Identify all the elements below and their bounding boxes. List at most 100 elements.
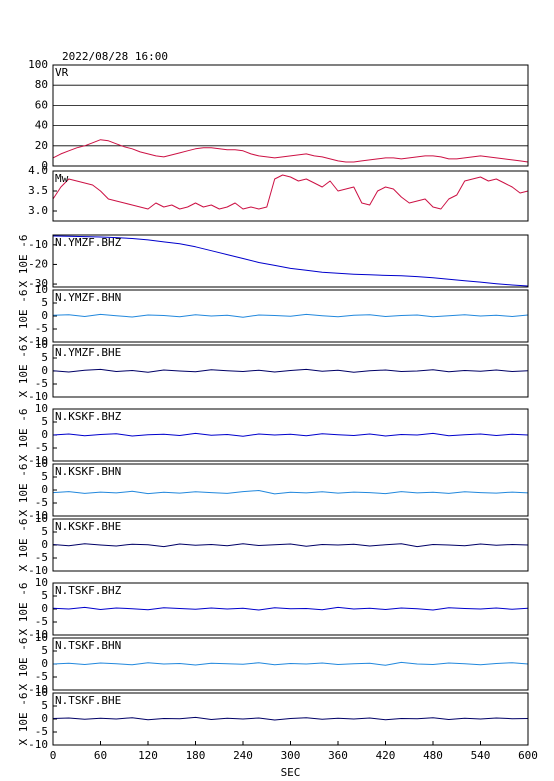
y-tick-label: 0 <box>41 602 48 615</box>
y-axis-label: X 10E -6 <box>17 409 30 462</box>
y-tick-label: 5 <box>41 589 48 602</box>
y-tick-label: 5 <box>41 525 48 538</box>
y-axis-label: X 10E -6 <box>17 583 30 636</box>
x-tick-label: 420 <box>376 749 396 762</box>
y-tick-label: -20 <box>28 257 48 270</box>
trace-line <box>52 606 529 611</box>
y-tick-label: -10 <box>28 628 48 641</box>
panel-frame <box>52 518 529 572</box>
y-tick-label: 5 <box>41 415 48 428</box>
panel-frame <box>52 170 529 222</box>
y-tick-label: 10 <box>35 686 48 699</box>
y-tick-label: -10 <box>28 390 48 403</box>
y-axis-label: X 10E -6 <box>17 519 30 572</box>
panel-frame <box>52 344 529 398</box>
y-axis-label: X 10E -6 <box>17 235 30 288</box>
y-tick-label: 10 <box>35 338 48 351</box>
y-tick-label: 0 <box>41 657 48 670</box>
panel-label: N.TSKF.BHN <box>55 639 121 652</box>
y-tick-label: 5 <box>41 470 48 483</box>
panel-frame <box>52 234 529 288</box>
y-tick-label: 5 <box>41 296 48 309</box>
trace-line <box>52 543 529 548</box>
y-tick-label: 3.0 <box>28 204 48 217</box>
y-tick-label: 5 <box>41 351 48 364</box>
x-tick-label: 600 <box>518 749 538 762</box>
panel-label: N.TSKF.BHZ <box>55 584 122 597</box>
trace-line <box>52 313 529 318</box>
panel-frame <box>52 289 529 343</box>
panel-label: N.YMZF.BHZ <box>55 236 122 249</box>
y-tick-label: 0 <box>41 428 48 441</box>
x-tick-label: 540 <box>471 749 491 762</box>
y-tick-label: 4.0 <box>28 164 48 177</box>
y-axis-label: X 10E -6 <box>17 345 30 398</box>
y-tick-label: -10 <box>28 238 48 251</box>
y-axis-label: X 10E -6 <box>17 290 30 343</box>
y-axis-label: X 10E -6 <box>17 464 30 517</box>
trace-line <box>52 368 529 373</box>
x-tick-label: 480 <box>423 749 443 762</box>
x-axis-label: SEC <box>281 766 301 779</box>
trace-line <box>52 235 529 287</box>
y-tick-label: 10 <box>35 512 48 525</box>
y-tick-label: -5 <box>35 496 48 509</box>
y-tick-label: 20 <box>35 139 48 152</box>
trace-line <box>52 174 529 210</box>
y-tick-label: -10 <box>28 509 48 522</box>
x-tick-label: 120 <box>138 749 158 762</box>
panel-label: N.KSKF.BHE <box>55 520 121 533</box>
y-tick-label: -10 <box>28 738 48 751</box>
y-tick-label: 0 <box>41 712 48 725</box>
y-axis-label: X 10E -6 <box>17 693 30 746</box>
y-tick-label: 40 <box>35 119 48 132</box>
y-tick-label: 10 <box>35 402 48 415</box>
y-tick-label: 10 <box>35 283 48 296</box>
y-axis-label: X 10E -6 <box>17 638 30 691</box>
x-tick-label: 300 <box>281 749 301 762</box>
panel-label: N.YMZF.BHN <box>55 291 121 304</box>
y-tick-label: -10 <box>28 335 48 348</box>
y-tick-label: -5 <box>35 377 48 390</box>
panel-label: VR <box>55 66 69 79</box>
y-tick-label: 0 <box>41 364 48 377</box>
y-tick-label: -10 <box>28 564 48 577</box>
y-tick-label: 3.5 <box>28 184 48 197</box>
y-tick-label: -10 <box>28 454 48 467</box>
y-tick-label: 10 <box>35 457 48 470</box>
x-tick-label: 60 <box>94 749 107 762</box>
panel-label: N.KSKF.BHZ <box>55 410 122 423</box>
y-tick-label: -30 <box>28 277 48 290</box>
panel-label: N.KSKF.BHN <box>55 465 121 478</box>
y-tick-label: 10 <box>35 576 48 589</box>
trace-line <box>52 661 529 666</box>
y-tick-label: -5 <box>35 322 48 335</box>
y-tick-label: -5 <box>35 725 48 738</box>
trace-line <box>52 716 529 721</box>
trace-line <box>52 139 529 163</box>
y-tick-label: 80 <box>35 78 48 91</box>
y-tick-label: -5 <box>35 551 48 564</box>
panel-frame <box>52 463 529 517</box>
chart-title: 2022/08/28 16:00 <box>62 50 168 63</box>
trace-line <box>52 432 529 437</box>
x-tick-label: 0 <box>50 749 57 762</box>
y-tick-label: -5 <box>35 615 48 628</box>
panel-frame <box>52 408 529 462</box>
panel-label: Mw <box>55 172 69 185</box>
y-tick-label: -10 <box>28 683 48 696</box>
x-tick-label: 240 <box>233 749 253 762</box>
y-tick-label: -5 <box>35 670 48 683</box>
panel-frame <box>52 582 529 636</box>
y-tick-label: -5 <box>35 441 48 454</box>
x-tick-label: 360 <box>328 749 348 762</box>
y-tick-label: 0 <box>41 309 48 322</box>
y-tick-label: 60 <box>35 98 48 111</box>
y-tick-label: 5 <box>41 644 48 657</box>
x-tick-label: 180 <box>186 749 206 762</box>
y-tick-label: 5 <box>41 699 48 712</box>
y-tick-label: 0 <box>41 159 48 172</box>
panel-label: N.YMZF.BHE <box>55 346 121 359</box>
y-tick-label: 0 <box>41 538 48 551</box>
